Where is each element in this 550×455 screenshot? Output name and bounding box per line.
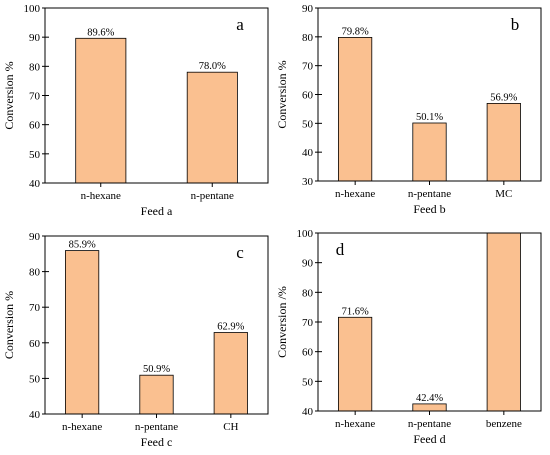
data-label-b: 56.9% — [490, 92, 517, 103]
panel-d: 40 50 60 70 80 90 100 n-hexane n-pentane benzene 7… — [275, 228, 542, 446]
y-tick-label-a: 90 — [29, 32, 41, 44]
panel-a: 40 50 60 70 80 90 100 n-hexane n-pentane 89.6% 78.… — [2, 3, 269, 218]
y-tick-label-a: 100 — [24, 3, 41, 15]
x-tick-label-a: n-pentane — [191, 190, 234, 202]
y-tick-label-c: 70 — [29, 302, 41, 314]
bar-c-3 — [213, 332, 248, 415]
panel-b: 30 40 50 60 70 80 90 n-hexane n-pentane MC 79.8% 50… — [275, 3, 542, 216]
bar-b-2 — [412, 122, 447, 182]
bar-a-2 — [186, 71, 238, 184]
y-tick-label-c: 90 — [29, 231, 41, 243]
y-axis-title-d: Conversion /% — [275, 286, 289, 358]
y-axis-title-c: Conversion % — [2, 291, 16, 359]
panel-letter-d: d — [336, 240, 345, 259]
x-tick-label-b: n-pentane — [408, 188, 451, 200]
data-label-d: 42.4% — [416, 393, 443, 404]
data-label-a: 78.0% — [199, 61, 226, 72]
x-tick-label-c: n-hexane — [62, 421, 102, 433]
y-tick-label-a: 50 — [29, 149, 41, 161]
y-tick-label-d: 60 — [302, 347, 314, 359]
x-tick-label-d: benzene — [486, 418, 522, 430]
x-axis-title-d: Feed d — [413, 432, 445, 446]
data-label-c: 50.9% — [143, 364, 170, 375]
data-label-c: 62.9% — [217, 321, 244, 332]
y-tick-label-d: 100 — [297, 228, 314, 240]
x-tick-label-a: n-hexane — [81, 190, 121, 202]
bar-c-2 — [139, 374, 174, 415]
y-tick-label-b: 40 — [302, 147, 314, 159]
x-tick-label-b: MC — [495, 188, 512, 200]
bar-d-3 — [486, 232, 521, 412]
y-tick-label-b: 60 — [302, 90, 314, 102]
y-tick-label-d: 80 — [302, 287, 314, 299]
data-label-b: 79.8% — [342, 26, 369, 37]
y-tick-label-c: 60 — [29, 338, 41, 350]
data-label-a: 89.6% — [87, 27, 114, 38]
y-axis-title-a: Conversion % — [2, 61, 16, 129]
bar-b-1 — [337, 37, 373, 182]
data-label-d: 71.6% — [342, 306, 369, 317]
y-tick-label-a: 70 — [29, 91, 41, 103]
panel-letter-c: c — [236, 243, 244, 262]
y-tick-label-c: 80 — [29, 267, 41, 279]
x-axis-title-b: Feed b — [413, 202, 445, 216]
x-tick-label-c: n-pentane — [135, 421, 178, 433]
data-label-b: 50.1% — [416, 112, 443, 123]
bar-d-1 — [337, 316, 373, 412]
y-tick-label-c: 50 — [29, 373, 41, 385]
y-tick-label-b: 70 — [302, 61, 314, 73]
y-tick-label-d: 70 — [302, 317, 314, 329]
y-axis-title-b: Conversion % — [275, 60, 289, 128]
x-tick-label-c: CH — [223, 421, 238, 433]
panel-letter-b: b — [511, 15, 520, 34]
panel-letter-a: a — [236, 15, 244, 34]
y-tick-label-a: 80 — [29, 61, 41, 73]
x-tick-label-d: n-hexane — [335, 418, 375, 430]
bar-a-1 — [75, 37, 127, 184]
y-tick-label-d: 40 — [302, 406, 314, 418]
y-tick-label-b: 50 — [302, 118, 314, 130]
data-label-c: 85.9% — [69, 240, 96, 251]
y-tick-label-a: 60 — [29, 120, 41, 132]
x-axis-title-c: Feed c — [141, 435, 173, 449]
y-tick-label-b: 90 — [302, 3, 314, 15]
bar-d-2 — [412, 403, 447, 412]
x-axis-title-a: Feed a — [141, 204, 173, 218]
y-tick-label-b: 80 — [302, 32, 314, 44]
y-tick-label-b: 30 — [302, 176, 314, 188]
bar-b-3 — [486, 103, 521, 182]
y-tick-label-a: 40 — [29, 178, 41, 190]
bar-c-1 — [65, 250, 100, 415]
y-tick-label-c: 40 — [29, 409, 41, 421]
y-tick-label-d: 90 — [302, 258, 314, 270]
y-tick-label-d: 50 — [302, 376, 314, 388]
panel-c: 40 50 60 70 80 90 n-hexane n-pentane CH 85.9% 50.9… — [2, 231, 269, 449]
x-tick-label-d: n-pentane — [408, 418, 451, 430]
x-tick-label-b: n-hexane — [335, 188, 375, 200]
